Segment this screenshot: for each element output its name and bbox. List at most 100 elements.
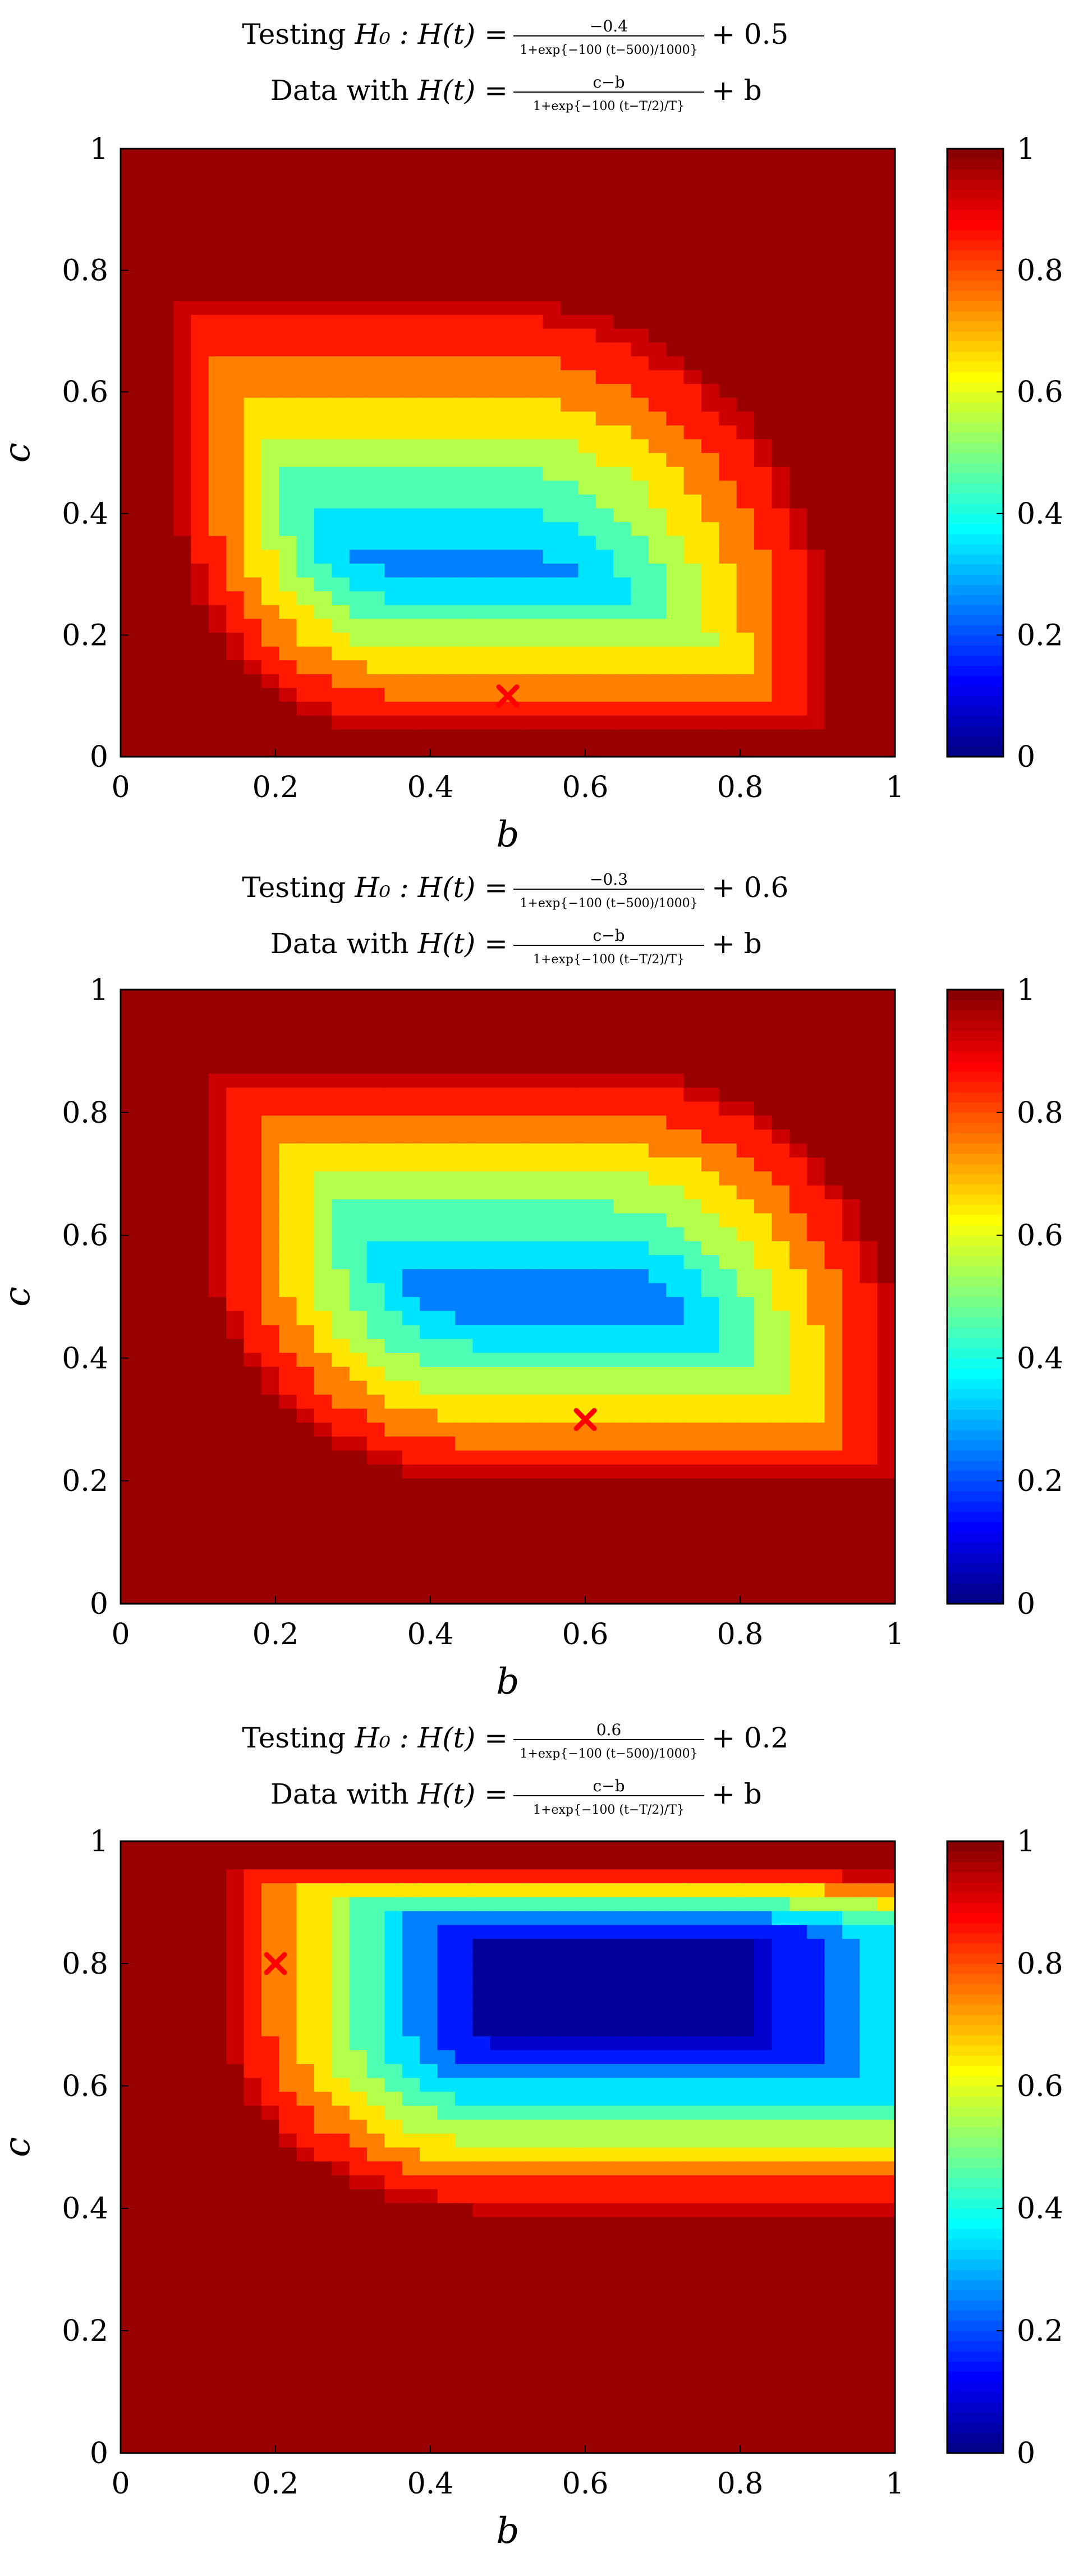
contour-cell bbox=[754, 1129, 773, 1144]
contour-cell bbox=[279, 521, 297, 536]
contour-cell bbox=[402, 1897, 420, 1911]
contour-cell bbox=[173, 2272, 192, 2287]
contour-cell bbox=[561, 342, 579, 356]
contour-cell bbox=[384, 176, 403, 191]
contour-cell bbox=[736, 300, 755, 315]
contour-cell bbox=[138, 646, 157, 661]
contour-cell bbox=[226, 1338, 245, 1353]
contour-cell bbox=[877, 1003, 896, 1018]
contour-cell bbox=[402, 2397, 420, 2412]
contour-cell bbox=[402, 1073, 420, 1088]
contour-cell bbox=[384, 2161, 403, 2176]
contour-cell bbox=[155, 2314, 174, 2328]
contour-cell bbox=[261, 1478, 279, 1493]
contour-cell bbox=[437, 990, 456, 1004]
contour-cell bbox=[244, 1017, 262, 1032]
contour-cell bbox=[508, 1352, 526, 1367]
contour-cell bbox=[877, 1143, 896, 1157]
contour-cell bbox=[736, 1450, 755, 1465]
contour-cell bbox=[296, 259, 315, 274]
contour-cell bbox=[349, 2091, 368, 2106]
contour-cell bbox=[860, 1143, 878, 1157]
title-line2-prefix: Data with bbox=[270, 927, 409, 960]
contour-cell bbox=[683, 328, 702, 343]
contour-cell bbox=[754, 646, 773, 661]
contour-cell bbox=[402, 1115, 420, 1130]
contour-cell bbox=[437, 1297, 456, 1311]
contour-cell bbox=[490, 1366, 508, 1381]
contour-cell bbox=[349, 1952, 368, 1967]
y-axis-label: c bbox=[0, 443, 38, 463]
contour-cell bbox=[772, 536, 790, 550]
contour-cell bbox=[173, 397, 192, 412]
contour-cell bbox=[648, 605, 667, 619]
contour-cell bbox=[877, 411, 896, 425]
contour-cell bbox=[296, 1087, 315, 1102]
contour-cell bbox=[367, 1422, 385, 1437]
contour-cell bbox=[455, 2286, 473, 2301]
contour-cell bbox=[261, 1241, 279, 1256]
contour-cell bbox=[754, 591, 773, 605]
contour-cell bbox=[437, 2230, 456, 2245]
contour-cell bbox=[595, 1212, 614, 1228]
contour-cell bbox=[543, 452, 561, 467]
contour-cell bbox=[332, 1869, 350, 1883]
contour-cell bbox=[824, 1171, 843, 1186]
title-line2-suffix: + b bbox=[711, 74, 762, 107]
contour-cell bbox=[191, 1310, 209, 1325]
contour-cell bbox=[226, 2189, 245, 2203]
contour-cell bbox=[244, 2216, 262, 2231]
contour-cell bbox=[666, 411, 685, 425]
contour-cell bbox=[402, 729, 420, 743]
contour-cell bbox=[824, 383, 843, 398]
contour-cell bbox=[420, 2105, 438, 2120]
contour-cell bbox=[701, 480, 719, 495]
contour-cell bbox=[191, 577, 209, 592]
contour-cell bbox=[208, 1980, 227, 1995]
contour-cell bbox=[472, 1297, 491, 1311]
contour-cell bbox=[349, 2425, 368, 2440]
contour-cell bbox=[314, 2189, 332, 2203]
contour-cell bbox=[244, 2411, 262, 2426]
contour-cell bbox=[155, 563, 174, 578]
contour-cell bbox=[121, 1450, 139, 1465]
contour-cell bbox=[121, 1171, 139, 1186]
contour-cell bbox=[420, 369, 438, 385]
contour-cell bbox=[631, 1045, 649, 1060]
contour-cell bbox=[138, 1478, 157, 1493]
contour-cell bbox=[332, 2049, 350, 2064]
contour-cell bbox=[772, 1464, 790, 1479]
contour-cell bbox=[455, 990, 473, 1004]
contour-cell bbox=[296, 245, 315, 260]
contour-cell bbox=[736, 466, 755, 481]
contour-cell bbox=[173, 1087, 192, 1102]
contour-cell bbox=[191, 1534, 209, 1549]
contour-cell bbox=[508, 1143, 526, 1157]
contour-cell bbox=[420, 2063, 438, 2078]
contour-cell bbox=[155, 1059, 174, 1074]
contour-cell bbox=[613, 1548, 632, 1563]
contour-cell bbox=[332, 328, 350, 343]
contour-cell bbox=[332, 715, 350, 730]
contour-cell bbox=[772, 1576, 790, 1590]
contour-cell bbox=[420, 1269, 438, 1283]
contour-cell bbox=[613, 1506, 632, 1521]
contour-cell bbox=[208, 2286, 227, 2301]
contour-cell bbox=[613, 1171, 632, 1186]
contour-cell bbox=[367, 2049, 385, 2064]
contour-cell bbox=[455, 1352, 473, 1367]
contour-cell bbox=[736, 577, 755, 592]
contour-cell bbox=[455, 1464, 473, 1479]
contour-cell bbox=[842, 1548, 860, 1563]
contour-cell bbox=[402, 646, 420, 661]
contour-cell bbox=[332, 287, 350, 301]
contour-cell bbox=[719, 1212, 737, 1228]
contour-cell bbox=[824, 549, 843, 564]
contour-cell bbox=[772, 701, 790, 716]
contour-cell bbox=[595, 618, 614, 633]
contour-cell bbox=[437, 1408, 456, 1423]
contour-cell bbox=[437, 2035, 456, 2051]
contour-cell bbox=[208, 342, 227, 356]
contour-cell bbox=[877, 328, 896, 343]
contour-cell bbox=[719, 1576, 737, 1590]
